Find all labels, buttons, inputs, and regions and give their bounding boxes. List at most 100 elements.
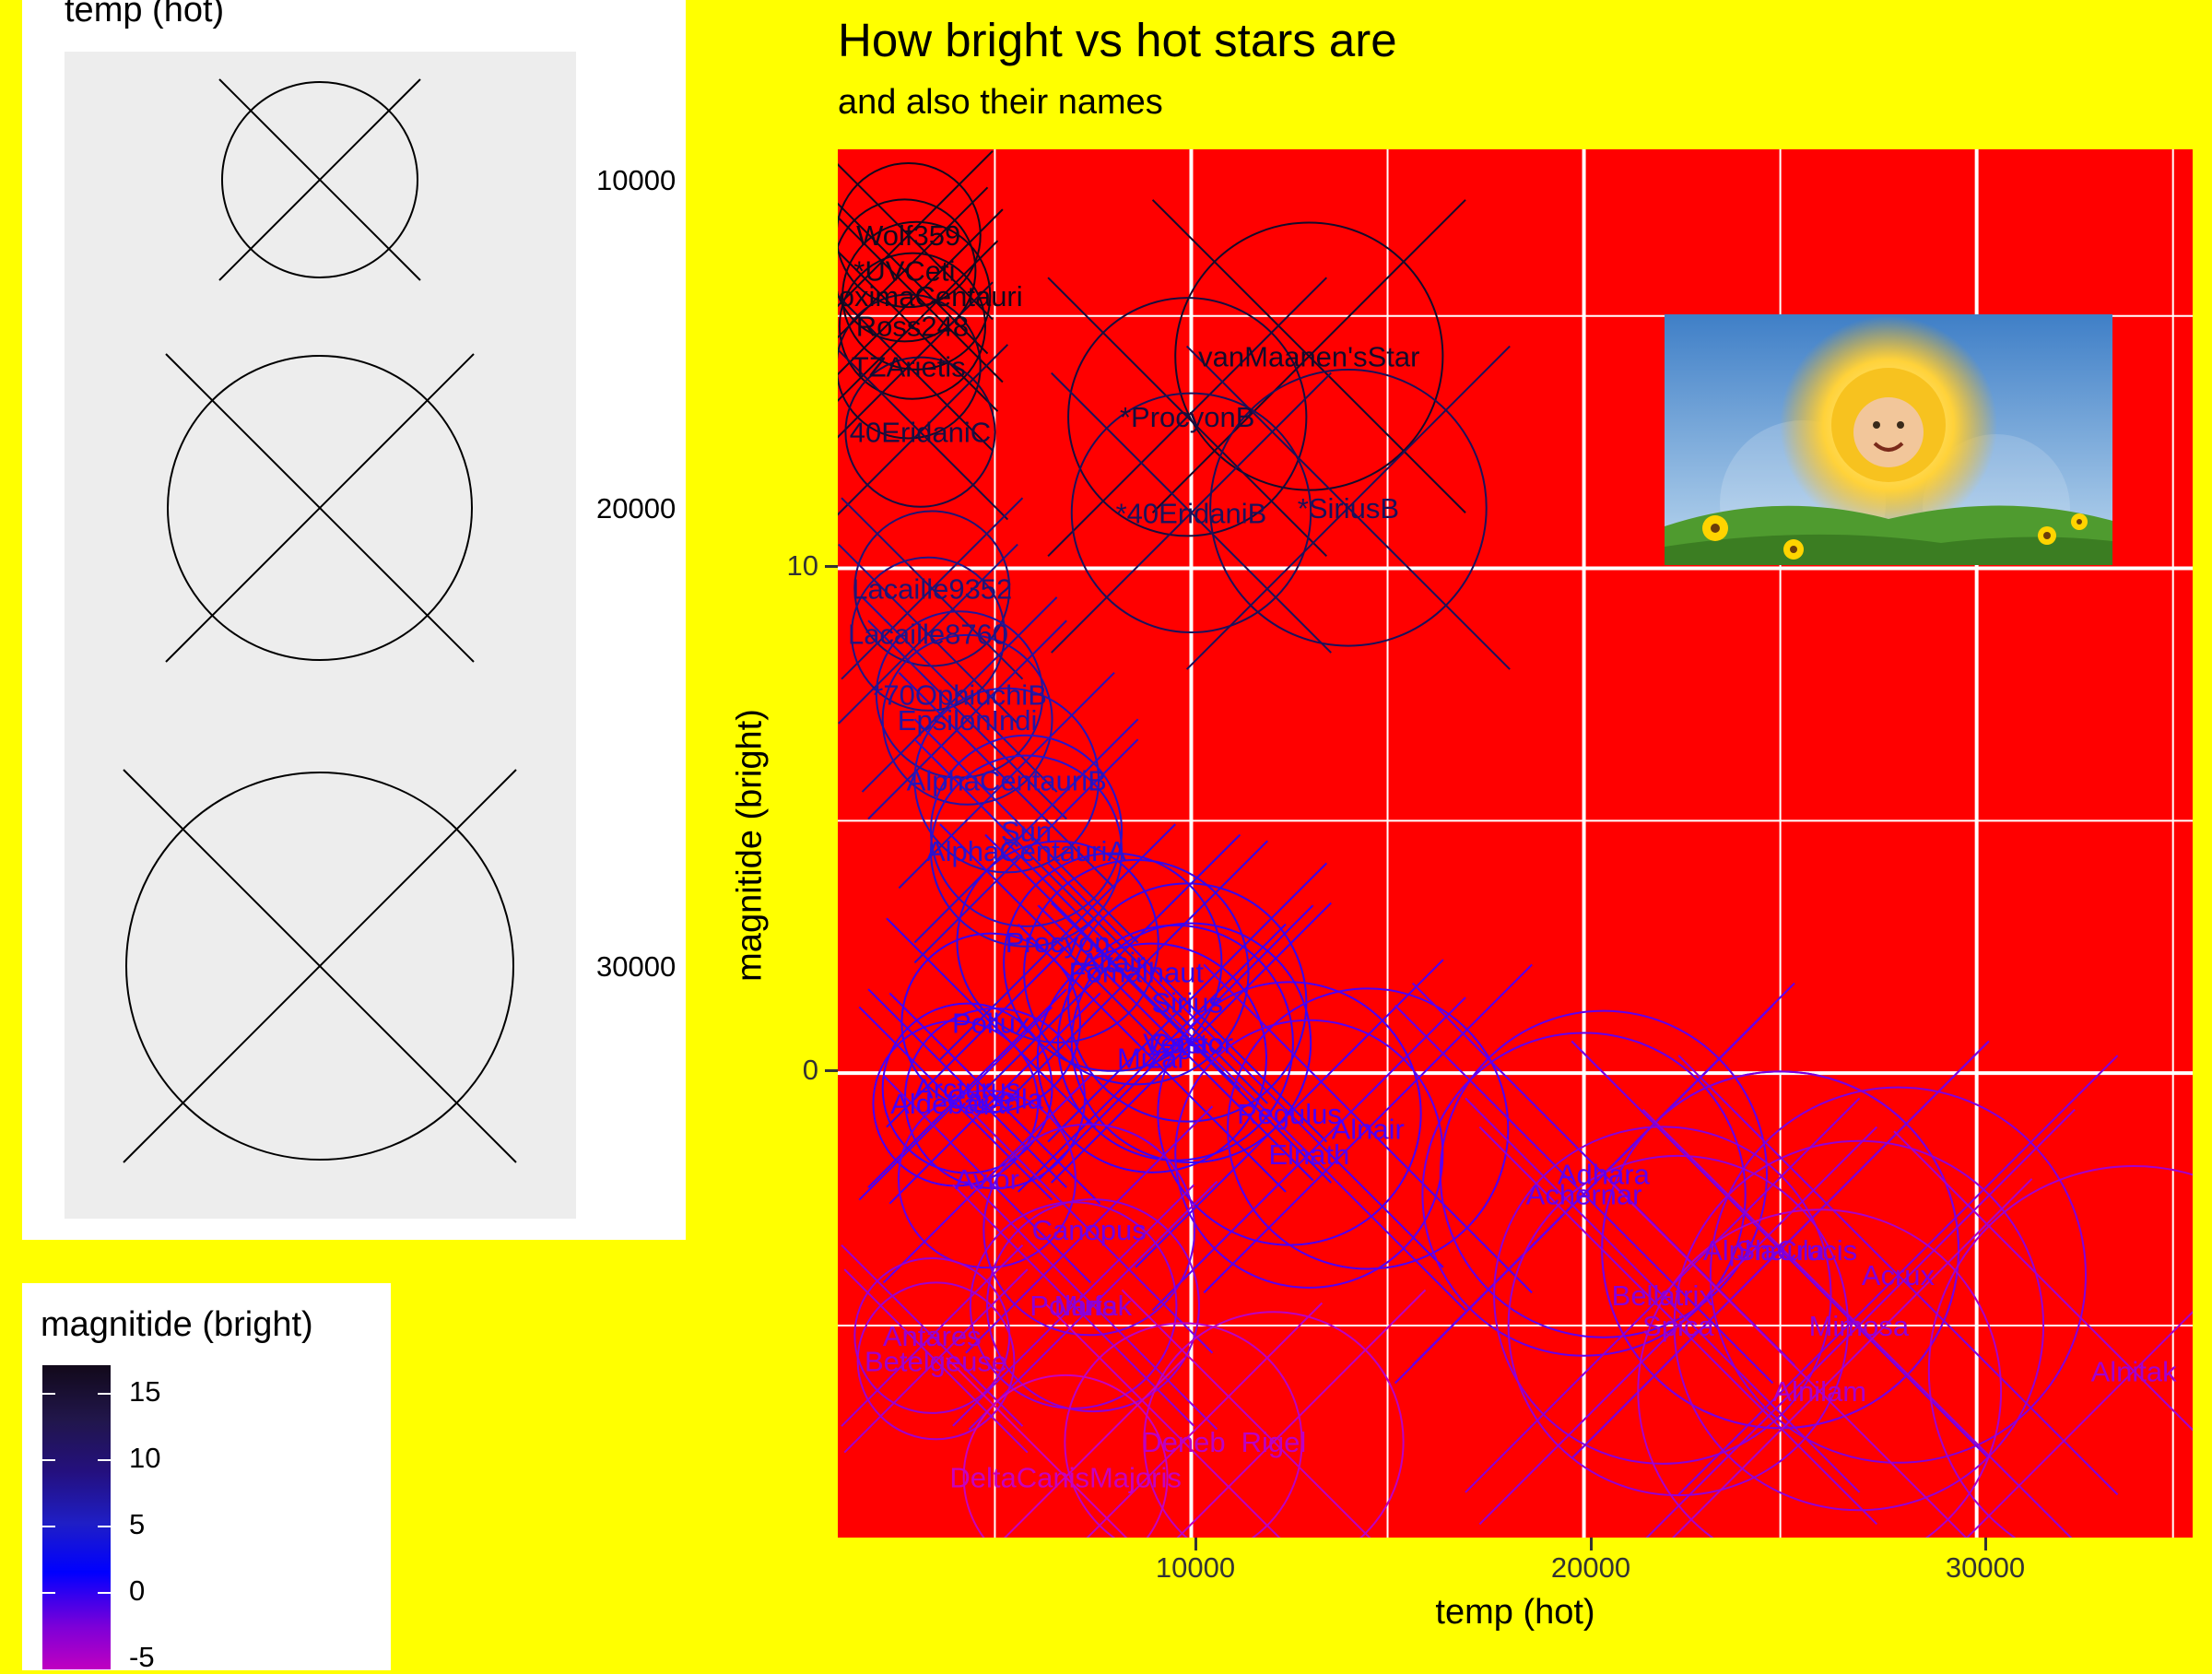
x-tick-label: 30000 (1945, 1551, 2026, 1584)
data-label: Sun (1001, 815, 1052, 847)
y-tick-mark (825, 565, 838, 568)
data-point (952, 1184, 1195, 1427)
data-point (1151, 996, 1466, 1312)
data-label: AlphaCentauriB (907, 765, 1107, 797)
data-point (968, 1180, 1218, 1431)
data-points (838, 150, 2193, 1538)
data-label: Procyon (1006, 926, 1111, 959)
data-label: Mimosa (1809, 1310, 1910, 1342)
size-legend-glyph-10000 (218, 78, 421, 281)
data-label: Lacaille8760 (848, 619, 1008, 651)
data-label: 40EridaniC (850, 417, 991, 449)
x-tick-mark (1590, 1538, 1593, 1550)
data-label: *70OphiuchiB (872, 678, 1047, 711)
data-label: Betelgeuse (865, 1345, 1007, 1377)
plot-panel: vanMaanen'sStar *ProcyonB *40EridaniB *Siri… (838, 149, 2193, 1538)
data-label: Adhara (1558, 1159, 1651, 1191)
data-label: Elnath (1268, 1138, 1349, 1171)
data-point (882, 1075, 1091, 1284)
data-point (1203, 963, 1533, 1294)
data-point (965, 1105, 1214, 1354)
color-legend-label: 5 (129, 1508, 146, 1540)
chart-subtitle: and also their names (838, 83, 1163, 122)
data-point (946, 1357, 1186, 1538)
y-tick-mark (825, 1069, 838, 1072)
size-legend-glyph-30000 (123, 769, 517, 1163)
color-tick-mark (98, 1459, 111, 1461)
data-point (1047, 277, 1328, 558)
data-label: Pollux (952, 1007, 1030, 1039)
color-tick-mark (98, 1393, 111, 1395)
data-label: Ross248 (856, 311, 969, 343)
data-label: Castor (1149, 1027, 1233, 1059)
data-label: Vega (1143, 1027, 1208, 1059)
data-label: Alnitak (2091, 1355, 2178, 1387)
data-point (838, 344, 1009, 521)
data-point (838, 543, 1018, 725)
x-tick-label: 10000 (1155, 1551, 1236, 1584)
data-label: AlphaCrucis (1703, 1234, 1857, 1267)
data-label: Achernar (1526, 1179, 1642, 1211)
y-tick-label: 0 (802, 1054, 818, 1086)
size-legend-glyph-20000 (165, 353, 475, 663)
color-legend-label: -5 (129, 1641, 155, 1673)
y-axis-label: magnitide (bright) (730, 709, 770, 982)
data-label: AlphaCentauriA (926, 835, 1126, 867)
data-label: Altair (1080, 947, 1146, 979)
x-tick-mark (1194, 1538, 1197, 1550)
data-label: Avior (955, 1163, 1019, 1196)
data-point (867, 619, 1067, 820)
data-point (858, 1006, 1053, 1201)
data-label: Capella (947, 1083, 1044, 1115)
data-label: Shaula (1735, 1234, 1825, 1267)
chart-title: How bright vs hot stars are (838, 14, 1397, 66)
color-legend-label: 15 (129, 1375, 161, 1408)
color-tick-mark (42, 1526, 55, 1527)
color-legend-label: 10 (129, 1442, 161, 1474)
data-point (843, 1268, 1029, 1454)
data-point (841, 1244, 1024, 1427)
size-legend-title: temp (hot) (65, 0, 225, 29)
data-point (1606, 1178, 2033, 1538)
color-tick-mark (42, 1459, 55, 1461)
data-label: Deneb (1141, 1426, 1225, 1458)
size-legend-label: 30000 (596, 950, 677, 983)
color-legend-title: magnitide (bright) (41, 1305, 313, 1344)
color-tick-mark (98, 1526, 111, 1527)
data-labels: vanMaanen'sStar *ProcyonB *40EridaniB *Siri… (838, 219, 2177, 1493)
size-legend-key-area (65, 52, 576, 1219)
data-point (1677, 1055, 2119, 1496)
data-point (898, 672, 1115, 890)
data-point (1478, 1126, 1878, 1526)
data-point (1465, 1097, 1861, 1493)
data-label: ProximaCentauri (838, 280, 1023, 312)
size-legend-label: 10000 (596, 164, 677, 196)
data-label: Sirius (1151, 987, 1223, 1020)
data-label: *40EridaniB (1116, 497, 1267, 529)
data-label: *ProcyonB (1120, 401, 1254, 433)
size-legend-label: 20000 (596, 492, 677, 525)
plot-area: vanMaanen'sStar *ProcyonB *40EridaniB *Siri… (838, 149, 2193, 1538)
y-tick-label: 10 (786, 549, 818, 582)
x-tick-label: 20000 (1550, 1551, 1631, 1584)
data-label: Alnilam (1772, 1375, 1866, 1408)
data-point (1893, 1130, 2193, 1538)
color-tick-mark (98, 1592, 111, 1594)
data-point (861, 596, 1058, 793)
data-point (1043, 1302, 1324, 1538)
color-legend-label: 0 (129, 1574, 146, 1607)
x-axis-label: temp (hot) (1435, 1593, 1595, 1632)
data-label: vanMaanen'sStar (1198, 341, 1419, 373)
data-label: Canopus (1032, 1214, 1147, 1246)
data-label: Mirfak (1054, 1290, 1133, 1322)
data-label: TZArietis (852, 350, 966, 383)
data-label: Lacaille9352 (852, 572, 1012, 605)
data-label: *SiriusB (1298, 492, 1399, 525)
data-point (838, 281, 994, 452)
data-point (913, 718, 1139, 944)
data-label: Fomalhaut (1069, 957, 1205, 989)
data-label: Antares (883, 1320, 982, 1352)
data-label: Arcturus (914, 1073, 1020, 1105)
sun-baby-image (1665, 314, 2112, 565)
color-tick-mark (42, 1592, 55, 1594)
